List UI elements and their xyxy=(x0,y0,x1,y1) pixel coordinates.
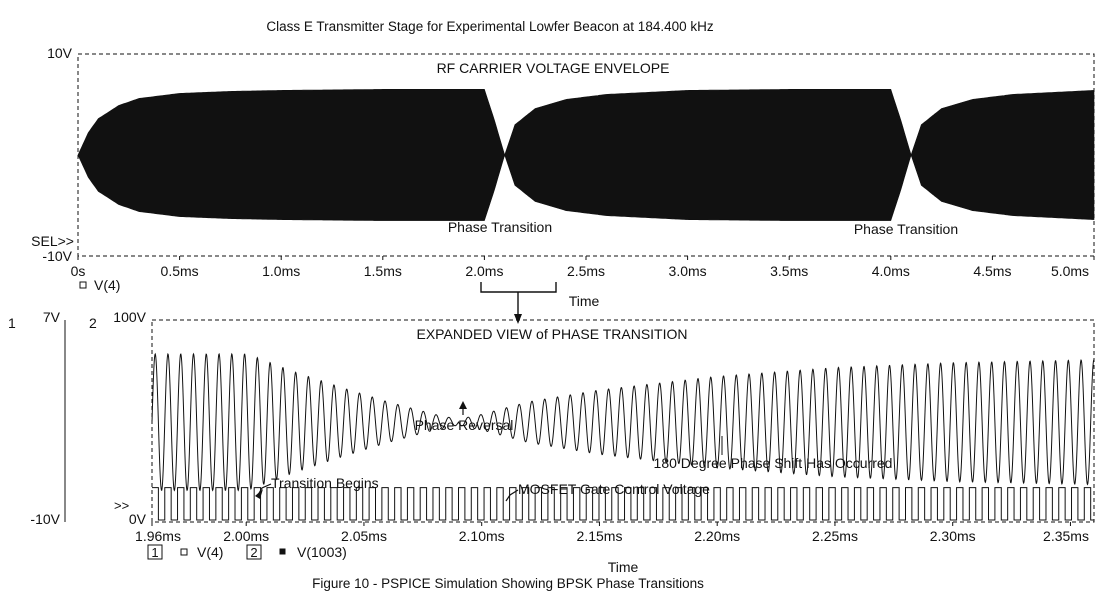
bracket-time-label: Time xyxy=(569,293,600,309)
legend-marker-square xyxy=(79,281,87,289)
bottom-x-tick-label: 2.35ms xyxy=(1043,528,1089,544)
top-x-tick-label: 4.0ms xyxy=(872,263,910,279)
phase-reversal-label: Phase Reversal xyxy=(415,417,514,433)
bottom-x-tick-label: 2.20ms xyxy=(694,528,740,544)
bottom-legend: 1 V(4) 2 V(1003) xyxy=(147,544,347,560)
top-sel-marker: SEL>> xyxy=(31,233,74,249)
mosfet-gate-label: MOSFET Gate Control Voltage xyxy=(518,481,710,497)
top-x-tick-label: 1.5ms xyxy=(364,263,402,279)
mosfet-gate-arrow xyxy=(505,489,519,502)
axis2-tick-max: 100V xyxy=(113,309,146,325)
top-x-tick-label: 2.0ms xyxy=(465,263,503,279)
transition-begins-label: Transition Begins xyxy=(271,475,379,491)
top-x-tick-label: 3.5ms xyxy=(770,263,808,279)
legend-axis2-index: 2 xyxy=(250,545,257,560)
mosfet-gate-square-wave xyxy=(152,487,1094,521)
bottom-x-tick-label: 2.15ms xyxy=(577,528,623,544)
legend-axis1-index: 1 xyxy=(151,545,158,560)
legend-v4-label: V(4) xyxy=(197,544,223,560)
legend-axis1-box xyxy=(147,544,163,560)
top-x-tick-label: 4.5ms xyxy=(973,263,1011,279)
axis1-index: 1 xyxy=(8,315,16,331)
legend-v1003-label: V(1003) xyxy=(297,544,347,560)
legend-axis2-box xyxy=(246,544,262,560)
top-x-tick-label: 2.5ms xyxy=(567,263,605,279)
legend-v1003-marker xyxy=(279,548,286,555)
axis1-tick-max: 7V xyxy=(43,309,61,325)
bottom-x-tick-label: 2.05ms xyxy=(341,528,387,544)
phase-transition-label-2: Phase Transition xyxy=(854,221,958,237)
phase-reversal-arrowhead xyxy=(459,401,467,409)
phase-transition-label-1: Phase Transition xyxy=(448,219,552,235)
top-x-tick-label: 0s xyxy=(71,263,86,279)
bottom-x-tick-label: 2.00ms xyxy=(223,528,269,544)
figure-title: Class E Transmitter Stage for Experiment… xyxy=(266,19,713,34)
legend-v4-marker xyxy=(180,548,188,556)
bottom-x-axis-label: Time xyxy=(608,559,639,575)
phase-shift-label: 180 Degree Phase Shift Has Occurred xyxy=(654,455,893,471)
axis2-index: 2 xyxy=(89,315,97,331)
transition-begins-arrowhead xyxy=(255,489,263,499)
expansion-bracket xyxy=(480,282,557,324)
bottom-plot-title: EXPANDED VIEW of PHASE TRANSITION xyxy=(417,326,688,342)
top-x-tick-label: 0.5ms xyxy=(161,263,199,279)
top-x-ticks xyxy=(77,256,1095,260)
bottom-x-tick-label: 2.25ms xyxy=(812,528,858,544)
bottom-plot: 1 7V -10V 2 100V 0V >> EXPANDED VIEW of … xyxy=(8,309,1095,575)
top-legend: V(4) xyxy=(79,277,120,293)
top-legend-label: V(4) xyxy=(94,277,120,293)
top-plot: RF CARRIER VOLTAGE ENVELOPE 10V -10V SEL… xyxy=(31,45,1095,293)
bottom-x-ticks xyxy=(151,522,1071,526)
top-y-tick-label-min: -10V xyxy=(42,248,72,264)
top-x-tick-label: 5.0ms xyxy=(1051,263,1089,279)
axis2-tick-min: 0V xyxy=(129,511,147,527)
figure-caption: Figure 10 - PSPICE Simulation Showing BP… xyxy=(312,576,704,591)
top-y-tick-label-max: 10V xyxy=(47,45,73,61)
top-x-tick-label: 1.0ms xyxy=(262,263,300,279)
rf-carrier-envelope-series xyxy=(77,89,1095,221)
bottom-x-tick-label: 2.30ms xyxy=(930,528,976,544)
top-x-tick-label: 3.0ms xyxy=(669,263,707,279)
bottom-x-tick-label: 2.10ms xyxy=(459,528,505,544)
bottom-x-tick-label: 1.96ms xyxy=(135,528,181,544)
v4-carrier-waveform xyxy=(151,352,1095,492)
top-plot-title: RF CARRIER VOLTAGE ENVELOPE xyxy=(437,60,670,76)
axis1-tick-min: -10V xyxy=(30,511,60,527)
axis2-marker: >> xyxy=(114,498,129,513)
